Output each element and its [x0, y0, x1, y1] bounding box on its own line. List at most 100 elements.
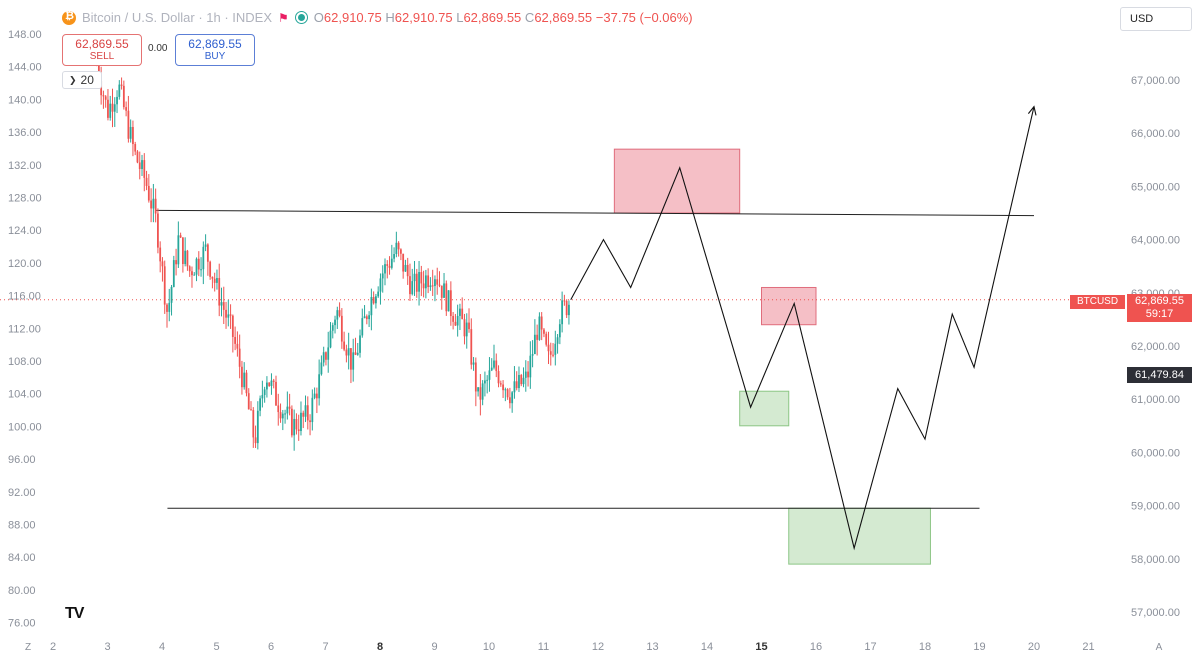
candle-down — [445, 283, 448, 312]
left-axis-tick: 84.00 — [8, 552, 36, 564]
spread-value: 0.00 — [148, 43, 168, 54]
candle-up — [270, 380, 273, 386]
volume-toggle[interactable]: ❯ 20 — [62, 71, 102, 89]
candle-down — [197, 258, 200, 270]
time-axis-tick: 20 — [1028, 641, 1040, 650]
time-axis-tick: 14 — [701, 641, 713, 650]
candle-up — [511, 392, 514, 404]
candle-down — [136, 151, 139, 163]
candle-down — [454, 321, 457, 326]
right-axis-tick: 65,000.00 — [1131, 181, 1180, 193]
candle-up — [129, 126, 132, 139]
candle-up — [216, 278, 218, 283]
candle-up — [304, 405, 307, 417]
symbol-name[interactable]: Bitcoin / U.S. Dollar · 1h · INDEX — [82, 10, 272, 25]
tradingview-logo[interactable]: TV — [65, 605, 84, 622]
time-axis[interactable]: 2 3 4 5 6 7 8 9 10 11 12 13 14 15 16 17 18 19 20 21 Z A — [25, 641, 1163, 650]
candle-down — [470, 329, 473, 365]
candle-down — [277, 405, 280, 413]
candle-down — [132, 126, 134, 145]
candle-down — [461, 308, 464, 320]
candle-up — [263, 389, 266, 395]
time-axis-tick: 19 — [973, 641, 985, 650]
candle-up — [554, 343, 557, 355]
right-axis-tick: 64,000.00 — [1131, 235, 1180, 247]
candle-up — [504, 389, 507, 391]
time-axis-corner-right: A — [1156, 642, 1163, 650]
candle-down — [154, 198, 157, 214]
sell-price: 62,869.55 — [75, 37, 129, 51]
candle-up — [404, 264, 407, 272]
candle-up — [300, 412, 302, 432]
candle-down — [147, 185, 150, 201]
candle-down — [315, 393, 318, 399]
candle-down — [213, 278, 216, 283]
candle-down — [191, 271, 193, 276]
candle-up — [411, 281, 414, 295]
candle-down — [350, 348, 352, 370]
candle-up — [118, 84, 121, 97]
right-axis-tick: 57,000.00 — [1131, 607, 1180, 619]
left-axis-tick: 148.00 — [8, 29, 42, 41]
candle-up — [204, 244, 207, 247]
candle-up — [331, 325, 334, 331]
candle-up — [361, 318, 364, 336]
candle-up — [459, 308, 461, 316]
candle-down — [166, 304, 168, 312]
candle-down — [145, 177, 148, 186]
candle-up — [152, 198, 155, 209]
time-axis-tick: 10 — [483, 641, 495, 650]
candle-up — [313, 393, 316, 398]
candle-up — [327, 347, 330, 360]
candle-down — [229, 314, 232, 316]
candle-up — [488, 370, 491, 380]
candle-down — [325, 352, 327, 360]
time-axis-tick: 16 — [810, 641, 822, 650]
candle-up — [170, 286, 173, 303]
flag-icon[interactable]: ⚑ — [278, 10, 289, 25]
candle-down — [372, 297, 375, 304]
supply-zone — [761, 286, 817, 326]
sell-button[interactable]: 62,869.55 SELL — [62, 34, 142, 66]
candle-down — [436, 279, 439, 285]
right-price-axis[interactable]: 67,000.0066,000.0065,000.0064,000.0063,0… — [1131, 75, 1180, 619]
candle-up — [490, 367, 493, 371]
candle-down — [159, 247, 162, 262]
candle-down — [479, 387, 482, 400]
candle-down — [150, 200, 152, 209]
change-value: −37.75 (−0.06%) — [595, 10, 693, 25]
time-axis-tick: 15 — [755, 641, 767, 650]
candle-up — [561, 300, 564, 325]
candle-down — [218, 278, 221, 306]
left-axis-tick: 144.00 — [8, 62, 42, 74]
candle-down — [406, 264, 409, 277]
candle-down — [399, 249, 402, 254]
left-axis-tick: 96.00 — [8, 454, 36, 466]
currency-button[interactable]: USD — [1120, 7, 1192, 31]
candle-down — [161, 261, 164, 267]
candle-down — [306, 405, 309, 421]
left-axis-tick: 132.00 — [8, 160, 42, 172]
time-axis-tick: 8 — [377, 641, 383, 650]
candle-down — [238, 348, 241, 367]
crosshair-price-tag: 61,479.84 — [1127, 367, 1192, 383]
buy-button[interactable]: 62,869.55 BUY — [175, 34, 255, 66]
bitcoin-logo-icon — [62, 10, 76, 25]
candle-up — [322, 352, 325, 363]
projection-layer — [570, 105, 1037, 551]
candle-down — [295, 418, 298, 430]
candle-up — [424, 275, 427, 289]
candle-down — [120, 84, 123, 86]
candle-up — [538, 316, 541, 340]
chart-header: Bitcoin / U.S. Dollar · 1h · INDEX ⚑ O62… — [62, 10, 693, 25]
candle-up — [261, 394, 264, 399]
candle-down — [463, 319, 466, 337]
candle-up — [311, 397, 314, 423]
candle-down — [549, 351, 552, 355]
candle-up — [113, 104, 116, 112]
candle-up — [318, 374, 321, 399]
candle-up — [320, 362, 323, 375]
candle-down — [104, 96, 107, 100]
candle-up — [334, 319, 336, 326]
